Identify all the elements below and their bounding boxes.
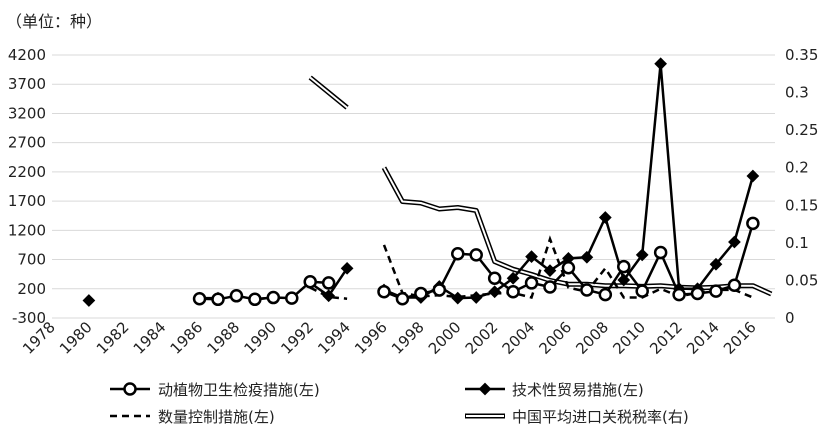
sps-point [248,292,262,307]
sps-point [635,284,649,298]
sps-point [321,276,336,290]
y-right-tick-label: 0.05 [785,271,818,289]
sps-point [266,290,281,305]
legend-item-tbt: 技术性贸易措施(左) [465,381,644,399]
y-right-tick-label: 0.2 [785,159,809,177]
series-0 [192,216,760,307]
legend-label-tariff: 中国平均进口关税税率(右) [512,408,689,426]
sps-point [377,284,391,299]
tbt-point [82,294,96,307]
sps-point [580,283,594,297]
sps-point [451,246,465,261]
sps-point [414,286,428,301]
y-right-tick-label: 0.25 [785,121,818,139]
legend-marker-tbt [478,382,492,396]
sps-point [285,291,299,305]
sps-point [395,291,410,306]
legend-item-tariff: 中国平均进口关税税率(右) [465,408,689,426]
tariff-line-inner [309,76,348,109]
series-layer [82,57,773,307]
sps-point [487,271,502,286]
y-right-tick-label: 0.1 [785,234,809,252]
sps-point [524,276,539,290]
y-left-tick-label: 3700 [8,75,46,93]
y-left-tick-label: 700 [17,251,46,269]
sps-point [672,287,686,302]
sps-point [192,291,207,306]
tbt-point [451,291,465,305]
y-left-tick-label: 1700 [8,192,46,210]
tariff-line-inner [383,167,772,295]
sps-point [617,259,631,274]
sps-point [432,283,447,297]
sps-point [469,248,483,262]
legend-label-qr: 数量控制措施(左) [158,408,275,426]
y-left-tick-label: 3200 [8,104,46,122]
sps-point [543,280,557,294]
sps-point [598,287,613,302]
y-left-tick-label: -300 [12,309,46,327]
legend-label-sps: 动植物卫生检疫措施(左) [158,381,320,399]
sps-point [229,289,244,303]
sps-point [727,278,742,293]
sps-point [746,216,760,231]
sps-point [561,260,576,275]
sps-point [653,245,668,260]
legend-label-tbt: 技术性贸易措施(左) [512,381,644,399]
tbt-point [469,291,483,304]
tbt-point [488,285,502,299]
sps-point [303,275,317,289]
legend: 动植物卫生检疫措施(左) 技术性贸易措施(左) 数量控制措施(左) 中国平均进口… [110,381,689,426]
y-right-tick-label: 0 [785,309,795,327]
y-left-tick-label: 200 [17,280,46,298]
unit-label: （单位：种） [6,12,102,31]
y-left-tick-label: 2200 [8,163,46,181]
quantity-control-line [309,286,348,300]
y-left-tick-label: 1200 [8,221,46,239]
tbt-point [340,261,354,275]
y-left-tick-label: 2700 [8,134,46,152]
sps-point [709,284,723,298]
y-left-tick-label: 4200 [8,46,46,64]
sps-point [211,292,225,307]
sps-point [506,284,520,299]
legend-item-qr: 数量控制措施(左) [110,408,275,426]
sps-point [690,286,705,301]
y-right-tick-label: 0.3 [785,84,809,102]
y-axis-right: 0 0.05 0.1 0.15 0.2 0.25 0.3 0.35 [785,46,818,327]
tbt-point [322,289,336,303]
y-right-tick-label: 0.15 [785,196,818,214]
y-axis-left: -300 200 700 1200 1700 2200 2700 3200 3700 4200 [8,46,46,327]
legend-marker-sps [123,382,137,396]
series-3 [308,75,773,297]
legend-item-sps: 动植物卫生检疫措施(左) [110,381,320,399]
y-right-tick-label: 0.35 [785,46,818,64]
